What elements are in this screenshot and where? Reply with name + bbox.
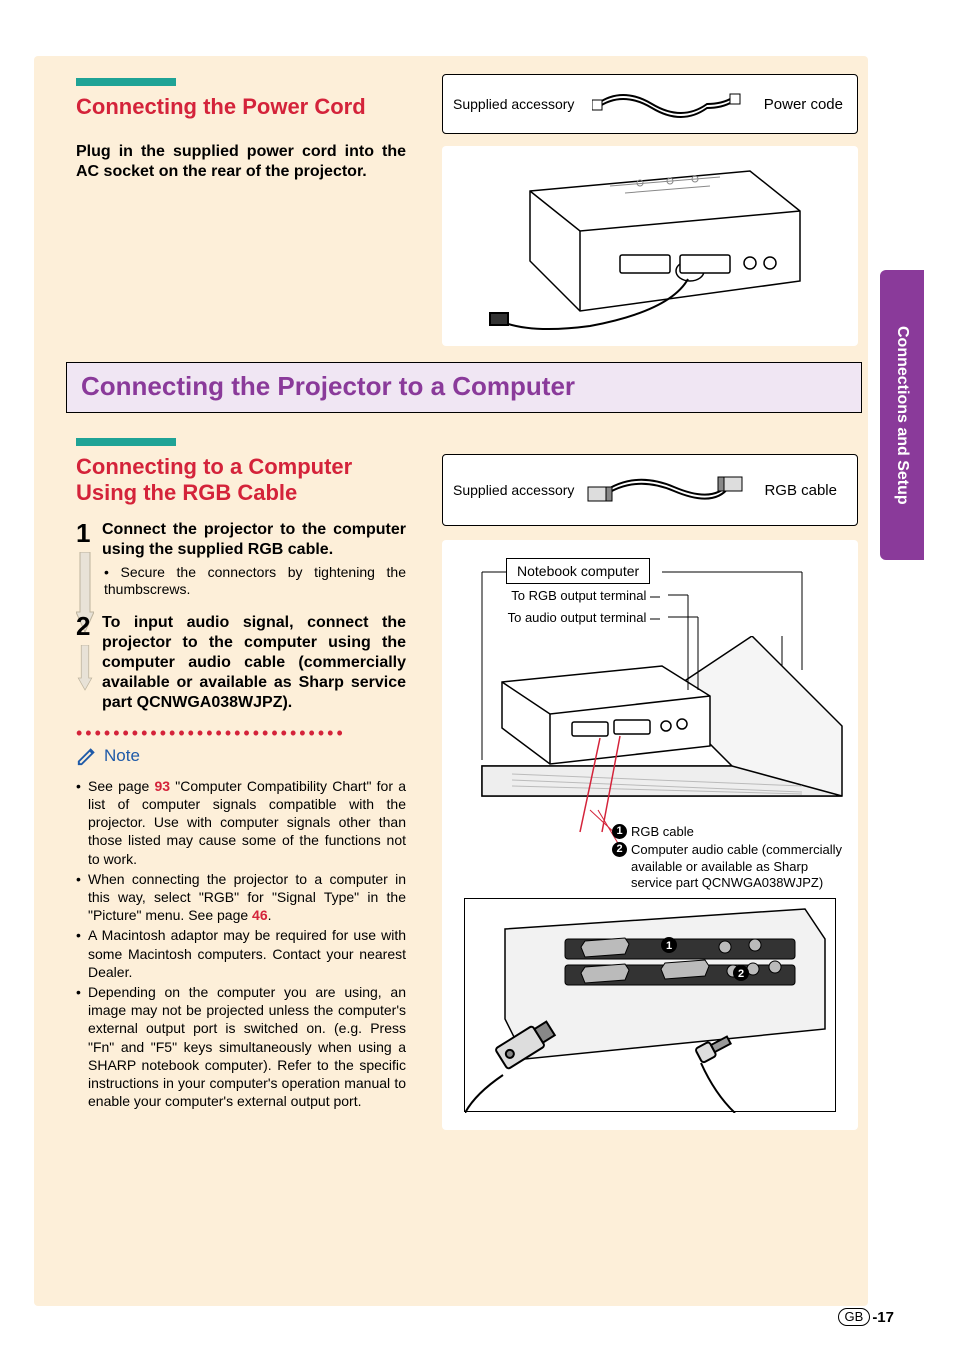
dotted-separator: ••••••••••••••••••••••••••••• [76,723,406,737]
accessory-box-rgb: Supplied accessory RGB cable [442,454,858,526]
step-number: 2 [76,613,102,713]
note-text: A Macintosh adaptor may be required for … [88,927,406,979]
step-number: 1 [76,520,102,599]
note-item: Depending on the computer you are using,… [76,983,406,1110]
section1-heading: Connecting the Power Cord [76,94,406,120]
projector-illustration-1 [442,146,858,346]
note-item: When connecting the projector to a compu… [76,870,406,925]
accessory-item: RGB cable [744,482,857,499]
svg-text:2: 2 [738,968,744,980]
side-tab-label: Connections and Setup [893,326,911,505]
callout-text: RGB cable [631,824,694,840]
step-1-sub: Secure the connectors by tightening the … [104,564,406,599]
note-text: Depending on the computer you are using,… [88,984,406,1109]
step-number-text: 1 [76,518,90,548]
note-text: See page [88,778,154,794]
pencil-icon [76,745,98,767]
step-1: 1 Connect the projector to the computer … [76,520,406,599]
page-reference[interactable]: 46 [252,907,268,923]
section2-heading: Connecting to a Computer Using the RGB C… [76,454,406,506]
svg-text:1: 1 [666,940,672,952]
accessory-box-power: Supplied accessory Power code [442,74,858,134]
step-2: 2 To input audio signal, connect the pro… [76,613,406,713]
page-reference[interactable]: 93 [154,778,170,794]
accessory-label: Supplied accessory [443,96,584,113]
section-rgb-cable: Connecting to a Computer Using the RGB C… [76,438,406,1112]
step-number-text: 2 [76,611,90,641]
rear-panel-closeup: 1 2 [464,898,836,1112]
note-item: A Macintosh adaptor may be required for … [76,926,406,981]
region-badge: GB [838,1308,871,1326]
note-text: When connecting the projector to a compu… [88,871,406,923]
callout-1: 1 RGB cable [612,824,848,840]
callout-text: Computer audio cable (commercially avail… [631,842,848,891]
section-accent-bar [76,78,176,86]
callout-number: 2 [612,842,627,857]
main-heading-bar: Connecting the Projector to a Computer [66,362,862,413]
callout-2: 2 Computer audio cable (commercially ava… [612,842,848,891]
connection-diagram: Notebook computer To RGB output terminal… [442,540,858,1130]
note-list: See page 93 "Computer Compatibility Char… [76,777,406,1110]
rgb-cable-icon [584,465,744,515]
note-text: . [268,907,272,923]
section-accent-bar [76,438,176,446]
section-power-cord: Connecting the Power Cord Plug in the su… [76,78,406,182]
page-footer: GB-17 [838,1308,894,1326]
section1-body: Plug in the supplied power cord into the… [76,142,406,182]
note-label: Note [104,746,140,766]
step-2-text: To input audio signal, connect the proje… [102,613,406,713]
side-tab: Connections and Setup [880,270,924,560]
step-arrow-icon [76,645,94,705]
page-number: -17 [872,1309,894,1326]
callout-list: 1 RGB cable 2 Computer audio cable (comm… [612,824,848,893]
main-heading-text: Connecting the Projector to a Computer [81,371,847,402]
power-cord-icon [584,84,749,124]
step-1-text: Connect the projector to the computer us… [102,520,406,560]
accessory-item: Power code [750,96,857,113]
note-item: See page 93 "Computer Compatibility Char… [76,777,406,868]
note-heading: Note [76,745,406,767]
callout-number: 1 [612,824,627,839]
accessory-label: Supplied accessory [443,482,584,499]
